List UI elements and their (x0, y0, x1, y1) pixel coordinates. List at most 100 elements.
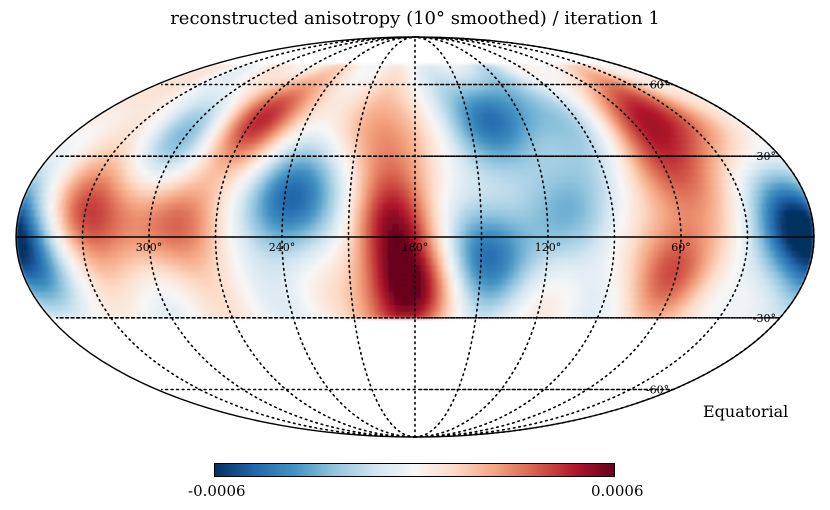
heatmap-cell (414, 175, 421, 184)
heatmap-cell (524, 209, 532, 217)
heatmap-cell (486, 236, 494, 245)
heatmap-cell (393, 290, 400, 299)
heatmap-cell (331, 209, 339, 217)
heatmap-cell (248, 236, 255, 245)
heatmap-cell (641, 222, 649, 231)
heatmap-cell (641, 236, 649, 245)
heatmap-cell (424, 310, 431, 319)
heatmap-cell (419, 136, 426, 144)
heatmap-cell (26, 229, 34, 238)
heatmap-cell (444, 149, 451, 157)
heatmap-cell (602, 243, 610, 252)
heatmap-cell (378, 162, 385, 170)
heatmap-cell (388, 155, 396, 164)
heatmap-cell (469, 222, 477, 231)
heatmap-cell (378, 304, 385, 312)
heatmap-cell (348, 263, 356, 272)
heatmap-cell (451, 168, 458, 177)
heatmap-cell (326, 257, 334, 265)
heatmap-cell (321, 263, 329, 272)
heatmap-cell (270, 229, 277, 238)
heatmap-cell (718, 222, 726, 231)
heatmap-cell (364, 257, 372, 265)
heatmap-cell (696, 222, 704, 231)
heatmap-cell (630, 229, 638, 238)
heatmap-cell (469, 229, 477, 238)
heatmap-cell (517, 195, 525, 204)
heatmap-cell (496, 209, 504, 217)
heatmap-cell (480, 209, 488, 217)
heatmap-cell (176, 229, 183, 238)
heatmap-cell (444, 155, 452, 164)
heatmap-cell (414, 182, 421, 190)
heatmap-cell (618, 216, 626, 224)
heatmap-cell (309, 236, 316, 245)
heatmap-cell (597, 236, 604, 245)
heatmap-cell (663, 243, 671, 252)
heatmap-cell (586, 236, 593, 245)
heatmap-cell (652, 236, 660, 245)
heatmap-cell (259, 229, 266, 238)
heatmap-cell (389, 142, 396, 151)
heatmap-cell (429, 155, 437, 164)
heatmap-cell (315, 216, 322, 224)
heatmap-cell (298, 222, 305, 231)
heatmap-cell (730, 236, 737, 245)
heatmap-cell (372, 304, 380, 312)
heatmap-cell (491, 216, 499, 224)
heatmap-cell (480, 222, 488, 231)
heatmap-cell (270, 222, 278, 231)
heatmap-cell (458, 209, 466, 217)
heatmap-cell (383, 304, 390, 312)
heatmap-cell (265, 257, 273, 265)
heatmap-cell (433, 130, 440, 138)
heatmap-cell (751, 243, 759, 252)
heatmap-cell (419, 162, 426, 170)
heatmap-cell (492, 236, 499, 245)
heatmap-cell (523, 263, 531, 272)
heatmap-cell (364, 243, 372, 252)
heatmap-cell (393, 168, 400, 177)
heatmap-cell (450, 304, 458, 312)
heatmap-cell (457, 284, 464, 292)
heatmap-cell (469, 216, 477, 224)
anisotropy-heatmap (16, 64, 814, 319)
heatmap-cell (320, 229, 327, 238)
heatmap-cell (48, 229, 56, 238)
heatmap-cell (441, 182, 448, 190)
heatmap-cell (387, 290, 395, 299)
heatmap-cell (376, 182, 384, 190)
heatmap-cell (431, 229, 438, 238)
heatmap-cell (386, 236, 394, 245)
heatmap-cell (231, 222, 239, 231)
heatmap-cell (32, 236, 39, 245)
heatmap-cell (490, 263, 498, 272)
heatmap-cell (563, 216, 571, 224)
heatmap-cell (429, 310, 437, 319)
heatmap-cell (456, 297, 463, 306)
heatmap-cell (691, 236, 699, 245)
heatmap-cell (392, 188, 400, 197)
heatmap-cell (492, 229, 499, 238)
heatmap-cell (314, 236, 322, 245)
heatmap-cell (403, 202, 410, 211)
heatmap-cell (370, 216, 377, 224)
heatmap-cell (713, 236, 721, 245)
heatmap-cell (418, 95, 424, 102)
heatmap-cell (237, 236, 244, 245)
heatmap-cell (447, 263, 454, 272)
heatmap-cell (424, 168, 432, 177)
heatmap-cell (602, 229, 610, 238)
heatmap-cell (331, 236, 338, 245)
heatmap-cell (447, 202, 454, 211)
heatmap-cell (404, 162, 411, 170)
heatmap-cell (422, 95, 428, 102)
heatmap-cell (574, 243, 582, 252)
heatmap-cell (780, 229, 787, 238)
heatmap-cell (697, 229, 704, 238)
heatmap-cell (529, 257, 537, 265)
heatmap-cell (400, 130, 407, 138)
heatmap-cell (376, 188, 384, 197)
heatmap-cell (404, 310, 411, 319)
heatmap-cell (485, 209, 493, 217)
